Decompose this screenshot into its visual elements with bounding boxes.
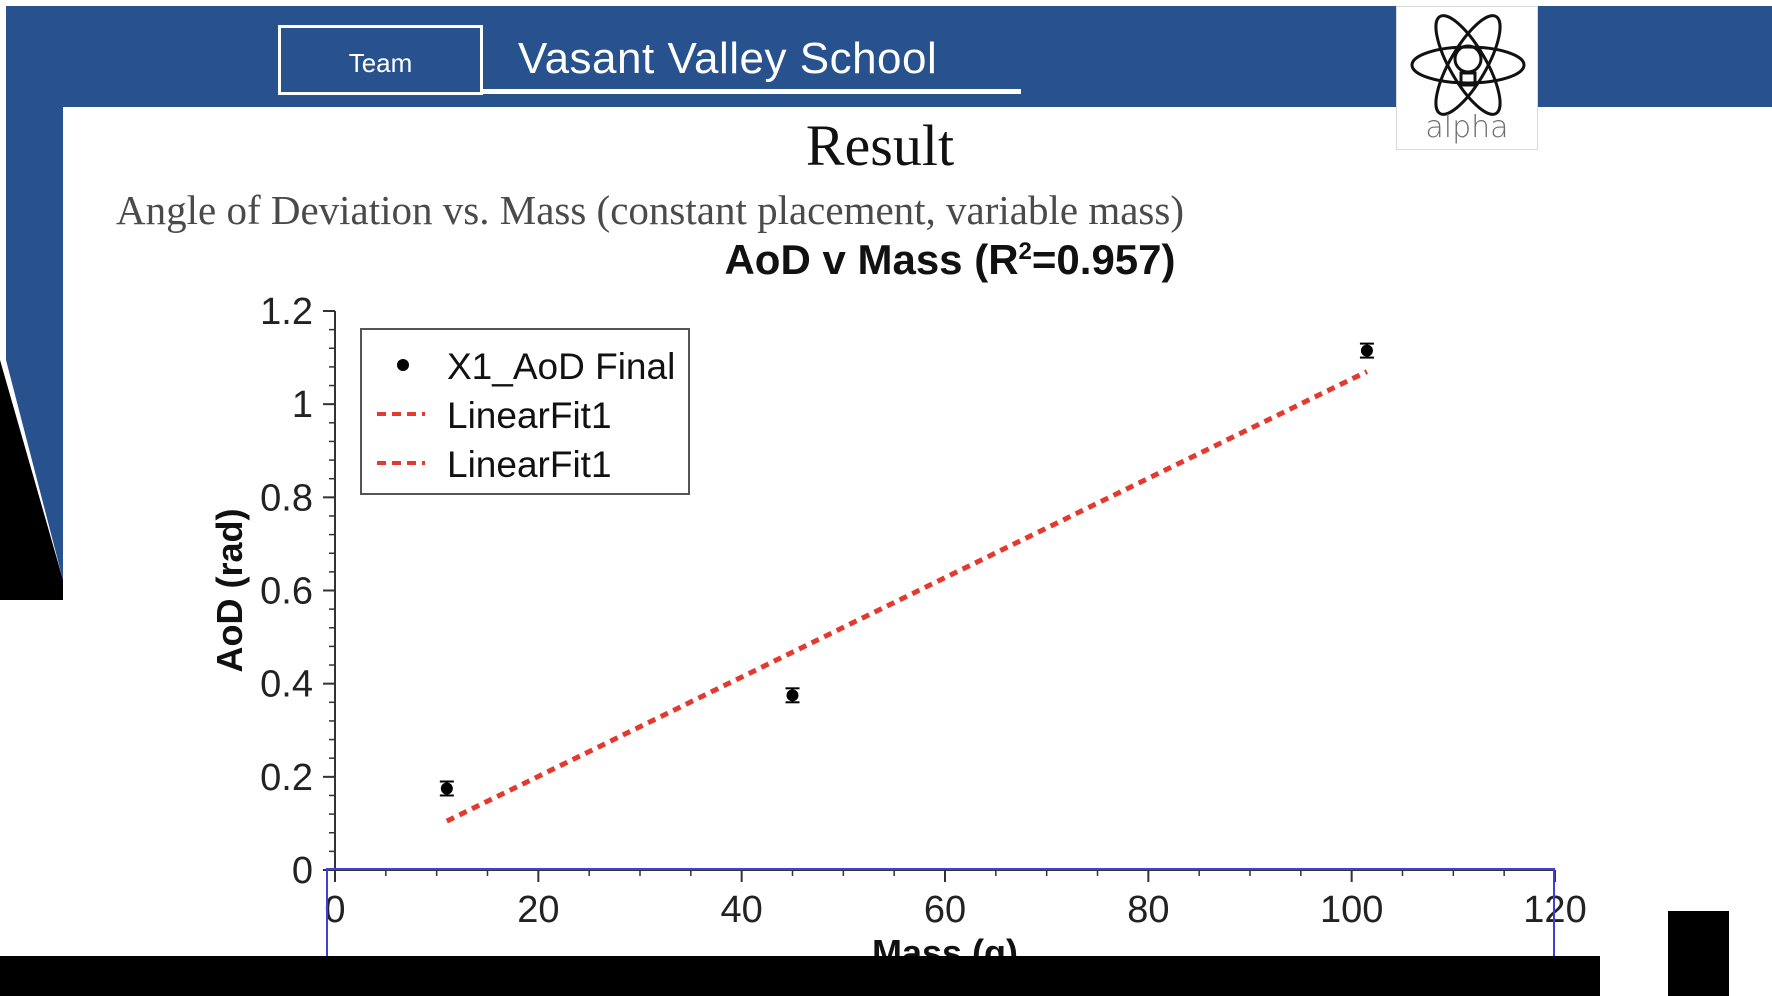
slide-content-panel [63,107,1772,978]
school-name: Vasant Valley School [518,34,938,83]
y-tick-label: 0.2 [260,757,313,799]
bottom-black-bar [0,956,1600,996]
header-banner-right [1538,6,1772,114]
y-tick-label: 0 [292,850,313,892]
chart-title-sup: 2 [1018,238,1032,265]
bottom-mid-black-block [1560,956,1600,996]
data-point [786,689,799,702]
slide-subtitle: Angle of Deviation vs. Mass (constant pl… [116,187,1184,233]
y-tick-label: 1 [292,384,313,426]
x-tick-label: 60 [924,889,966,931]
x-tick-label: 40 [721,889,763,931]
chart-title-main: AoD v Mass (R [724,236,1019,283]
chart-title-end: =0.957) [1031,236,1176,283]
y-tick-label: 0.6 [260,571,313,613]
legend-label: LinearFit1 [447,395,612,436]
team-logo [1396,6,1538,150]
logo-text: alpha [1425,110,1509,145]
slide-heading: Result [805,113,955,178]
data-point [1360,344,1373,357]
chart-title: AoD v Mass (R2=0.957) [690,236,1210,284]
data-point [440,782,453,795]
bottom-right-black-block [1668,911,1729,996]
team-label-box: Team [278,25,483,95]
legend-box [360,328,690,495]
y-tick-label: 0.8 [260,477,313,519]
chart-marks [439,342,1374,824]
x-tick-label: 80 [1127,889,1169,931]
legend-label: X1_AoD Final [447,346,675,387]
x-tick-label: 0 [324,889,345,931]
y-tick-label: 1.2 [260,291,313,333]
linear-fit-line [445,369,1369,824]
x-tick-label: 20 [517,889,559,931]
legend-marker-point [397,359,409,371]
bottom-left-black-block [0,956,197,996]
legend-label: LinearFit1 [447,444,612,485]
left-blue-wedge [0,107,63,600]
chart-legend: X1_AoD Final LinearFit1 LinearFit1 [360,328,690,495]
school-name-underline [483,89,1021,94]
team-label: Team [348,47,413,78]
x-tick-label: 100 [1320,889,1383,931]
atom-bulb-icon [1410,14,1526,116]
y-axis-title: AoD (rad) [209,509,250,673]
y-tick-label: 0.4 [260,664,313,706]
